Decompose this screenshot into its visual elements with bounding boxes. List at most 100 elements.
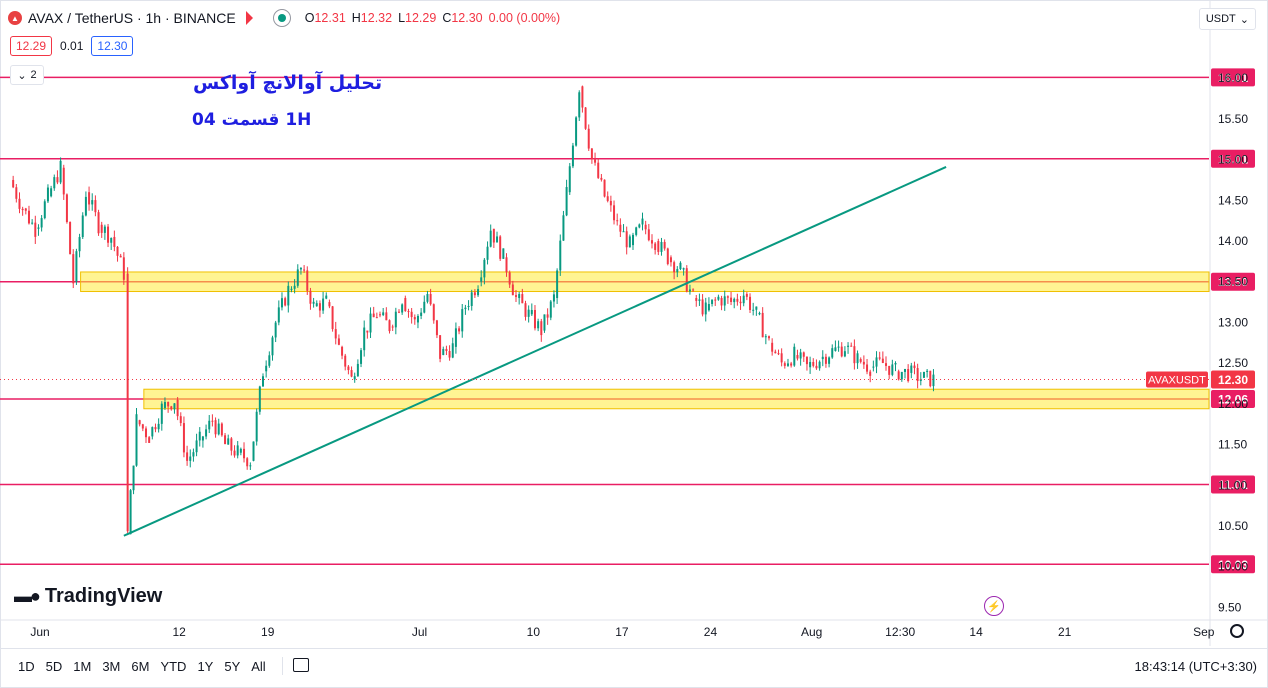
- candle-body: [182, 423, 185, 453]
- candle-body: [277, 307, 280, 323]
- clock-timezone[interactable]: 18:43:14 (UTC+3:30): [1134, 659, 1257, 674]
- bottom-toolbar: 1D 5D 1M 3M 6M YTD 1Y 5Y All 18:43:14 (U…: [0, 648, 1268, 685]
- symbol-title[interactable]: AVAX / TetherUS · 1h · BINANCE: [28, 10, 236, 26]
- candle-body: [157, 423, 160, 430]
- range-5y[interactable]: 5Y: [224, 659, 241, 674]
- candle-body: [749, 296, 752, 311]
- candle-body: [138, 420, 141, 425]
- candle-body: [375, 317, 378, 319]
- buy-price-button[interactable]: 12.30: [91, 36, 134, 56]
- candle-body: [692, 289, 695, 291]
- indicators-collapse-button[interactable]: ⌄ 2: [10, 65, 44, 85]
- ohlc-high: 12.32: [360, 11, 393, 25]
- candle-body: [322, 298, 325, 311]
- candle-body: [929, 370, 932, 387]
- y-tick-label: 16.00: [1218, 71, 1248, 85]
- candle-body: [448, 351, 451, 358]
- candle-body: [293, 285, 296, 289]
- candle-body: [647, 229, 650, 241]
- time-range-buttons: 1D 5D 1M 3M 6M YTD 1Y 5Y All: [18, 659, 266, 674]
- candles-layer: [12, 85, 935, 535]
- candle-body: [587, 128, 590, 149]
- candle-body: [663, 241, 666, 249]
- candle-body: [12, 179, 15, 188]
- candle-body: [492, 228, 495, 243]
- symbol-header[interactable]: ▲ AVAX / TetherUS · 1h · BINANCE O12.31 …: [8, 8, 560, 28]
- candle-body: [148, 437, 151, 443]
- ohlc-values: O12.31 H12.32 L12.29 C12.30 0.00 (0.00%): [305, 11, 560, 25]
- ohlc-close: 12.30: [451, 11, 483, 25]
- sell-price-button[interactable]: 12.29: [10, 36, 53, 56]
- candle-body: [328, 302, 331, 307]
- candle-body: [473, 292, 476, 296]
- candle-body: [796, 355, 799, 359]
- candle-body: [113, 236, 116, 247]
- quote-row: 12.29 0.01 12.30: [10, 36, 134, 56]
- candle-body: [742, 295, 745, 304]
- candle-body: [129, 490, 132, 535]
- candle-body: [552, 294, 555, 302]
- candle-body: [515, 295, 517, 297]
- candle-body: [527, 309, 530, 317]
- lightning-icon[interactable]: ⚡: [984, 596, 1004, 616]
- candle-body: [600, 177, 603, 180]
- candle-body: [669, 257, 672, 263]
- candle-body: [423, 301, 426, 313]
- gear-icon[interactable]: [1230, 624, 1244, 638]
- candle-body: [303, 269, 306, 271]
- candle-body: [821, 356, 824, 360]
- annotation-subtitle[interactable]: 1H قسمت 04: [192, 110, 312, 130]
- level-price-tag: [1211, 475, 1255, 494]
- candle-body: [122, 257, 125, 280]
- trend-layer: AVAXUSDT 12.30: [0, 166, 1255, 537]
- candle-body: [831, 348, 834, 358]
- level-price-label: 12.06: [1218, 392, 1248, 406]
- candle-body: [141, 424, 144, 429]
- candle-body: [53, 177, 56, 189]
- candle-body: [603, 179, 606, 197]
- range-ytd[interactable]: YTD: [160, 659, 187, 674]
- x-tick-label: Sep: [1193, 625, 1215, 639]
- range-5d[interactable]: 5D: [45, 659, 63, 674]
- candle-body: [907, 369, 910, 382]
- candle-body: [37, 227, 40, 229]
- last-price-tag: [1211, 370, 1255, 389]
- candle-body: [284, 298, 287, 306]
- candle-body: [62, 167, 65, 195]
- y-tick-label: 15.50: [1218, 112, 1248, 126]
- range-3m[interactable]: 3M: [102, 659, 121, 674]
- range-1m[interactable]: 1M: [73, 659, 92, 674]
- flag-icon[interactable]: [245, 11, 253, 25]
- market-open-icon[interactable]: [272, 9, 291, 27]
- candle-body: [654, 243, 657, 250]
- candle-body: [809, 361, 812, 368]
- candle-body: [676, 269, 679, 273]
- candle-body: [220, 423, 223, 436]
- candle-body: [559, 240, 562, 271]
- range-all[interactable]: All: [251, 659, 266, 674]
- candle-body: [290, 288, 293, 290]
- range-6m[interactable]: 6M: [131, 659, 150, 674]
- candle-body: [499, 236, 502, 259]
- candle-body: [786, 363, 789, 366]
- range-1y[interactable]: 1Y: [197, 659, 214, 674]
- candle-body: [635, 227, 638, 235]
- candle-body: [606, 196, 609, 201]
- candle-body: [717, 296, 720, 300]
- annotation-title[interactable]: تحلیل آوالانچ آواکس: [193, 72, 383, 94]
- tradingview-logo[interactable]: ▬● TradingView: [14, 585, 162, 608]
- candle-body: [597, 162, 600, 178]
- candle-body: [262, 376, 264, 387]
- currency-selector[interactable]: USDT ⌄: [1198, 8, 1256, 30]
- range-1d[interactable]: 1D: [18, 659, 35, 674]
- candle-body: [578, 92, 581, 118]
- candle-body: [660, 241, 663, 252]
- calendar-icon[interactable]: [293, 658, 309, 672]
- level-price-label: 10.03: [1218, 558, 1248, 572]
- candle-body: [622, 231, 625, 233]
- x-tick-label: 19: [261, 625, 275, 639]
- candle-body: [644, 224, 647, 230]
- candle-body: [56, 177, 59, 183]
- candle-body: [562, 215, 565, 241]
